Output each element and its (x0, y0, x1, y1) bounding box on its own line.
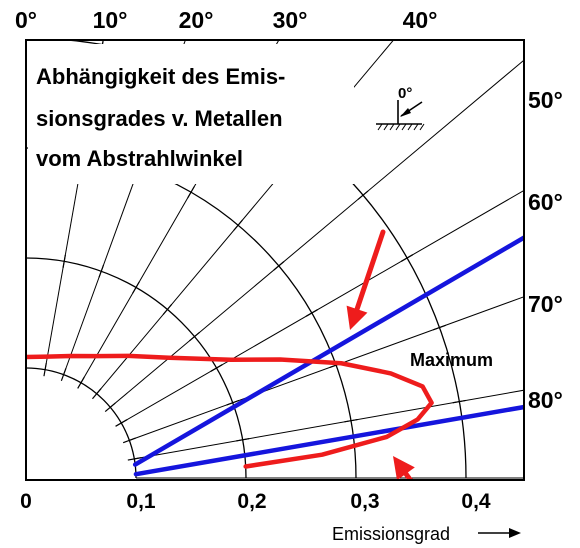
title-background (28, 44, 354, 184)
arc-tick (233, 219, 243, 231)
max-arrow-upper (346, 229, 386, 330)
max-arrow-lower (393, 456, 415, 480)
data-layer (26, 229, 524, 480)
arc-tick (115, 419, 128, 427)
arc-tick (226, 399, 240, 406)
reference-line-1 (132, 235, 524, 467)
arc-tick (104, 402, 116, 412)
x-tick-label: 0,2 (237, 490, 266, 513)
angle-tick-label-right: 60° (528, 189, 563, 215)
arc-gridline (26, 367, 137, 479)
radial-gridline-50 (109, 59, 524, 408)
arc-tick (452, 399, 466, 404)
maximum-annotation: Maximum (410, 350, 493, 370)
chart-title-line-3: vom Abstrahlwinkel (36, 146, 243, 171)
plot-frame (25, 39, 525, 481)
angle-tick-label-right: 70° (528, 291, 563, 317)
arc-tick (62, 254, 66, 268)
radial-gridline-10 (44, 40, 104, 370)
chart-title-line-2: sionsgrades v. Metallen (36, 106, 283, 131)
x-axis-arrow (478, 528, 521, 538)
radial-gridline-70 (129, 296, 524, 441)
angle-tick-label-top: 40° (403, 7, 438, 33)
label-layer: 0 0,1 0,2 0,3 0,4 0° 10° 20° 30° 40° 50° 60° 70° 80° (15, 7, 563, 513)
chart-title-line-1: Abhängigkeit des Emis- (36, 64, 285, 89)
angle-tick-label-top: 20° (179, 7, 214, 33)
angle-tick-label-top: 10° (93, 7, 128, 33)
arc-tick (77, 376, 85, 389)
radial-gridline-80 (134, 389, 524, 460)
zero-degree-symbol-label: 0° (398, 85, 412, 102)
arc-tick (273, 261, 285, 271)
arc-tick (189, 331, 200, 342)
arc-tick (401, 254, 414, 262)
arc-tick (433, 324, 446, 331)
reference-line-2 (133, 404, 524, 477)
x-axis-label: Emissionsgrad (332, 524, 450, 544)
arc-tick (162, 304, 173, 315)
arc-tick (122, 437, 136, 444)
arc-tick (43, 363, 47, 377)
arc-tick (92, 388, 102, 400)
emissivity-curve (26, 353, 434, 469)
x-tick-label: 0,4 (461, 490, 491, 513)
arc-gridline (26, 257, 247, 479)
radial-gridline-20 (63, 40, 186, 375)
arc-tick (236, 438, 250, 442)
arc-tick (357, 190, 369, 200)
x-tick-label: 0 (20, 490, 32, 513)
angle-tick-label-right: 80° (528, 387, 563, 413)
arc-tick (210, 364, 223, 372)
arc-tick (305, 309, 318, 317)
arc-tick (344, 418, 358, 423)
angle-tick-label-top: 30° (273, 7, 308, 33)
x-tick-label: 0,1 (126, 490, 156, 513)
arc-tick (127, 457, 141, 461)
arc-tick (98, 264, 105, 278)
x-tick-label: 0,3 (350, 490, 379, 513)
radial-gridline-60 (121, 189, 524, 424)
arc-tick (132, 281, 140, 294)
arc-tick (187, 186, 195, 199)
zero-degree-symbol: 0° (376, 85, 425, 131)
arc-tick (60, 368, 67, 382)
angle-tick-label-right: 50° (528, 87, 563, 113)
angle-tick-label-top: 0° (15, 7, 37, 33)
